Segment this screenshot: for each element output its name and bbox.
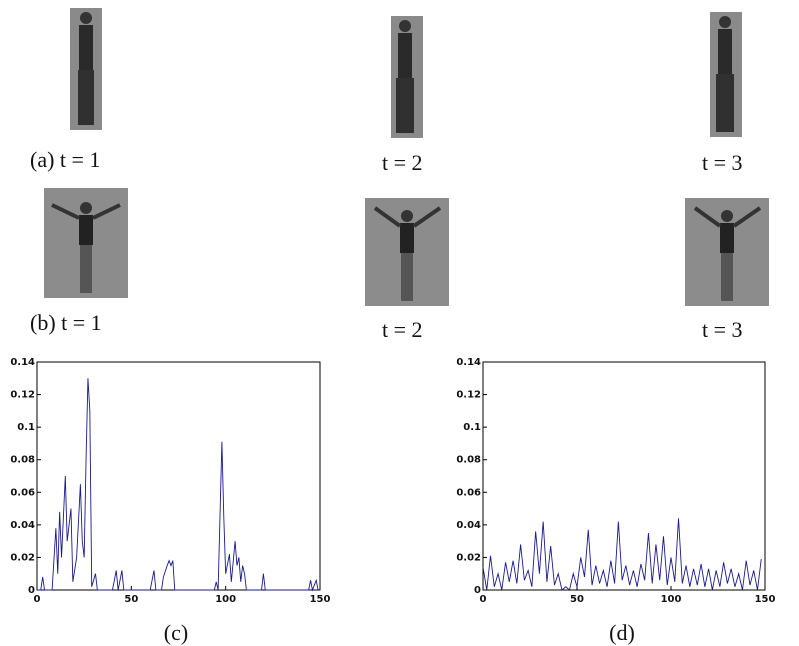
plot-frame — [482, 361, 766, 591]
x-tick-label: 50 — [124, 594, 138, 605]
caption: (d) — [609, 620, 635, 645]
caption: t = 3 — [702, 317, 743, 342]
y-tick-label: 0.08 — [10, 455, 35, 466]
plot-frame — [36, 361, 321, 591]
line — [37, 378, 319, 592]
x-tick-label: 150 — [310, 594, 331, 605]
y-tick-label: 0.12 — [456, 390, 481, 401]
y-tick-label: 0 — [28, 585, 35, 596]
y-tick-label: 0.14 — [456, 357, 481, 368]
caption: t = 2 — [382, 150, 423, 175]
caption: (b) t = 1 — [30, 310, 102, 335]
y-tick-label: 0.08 — [456, 455, 481, 466]
photo-a2 — [391, 16, 423, 138]
x-tick-label: 150 — [755, 594, 776, 605]
photo-a3 — [710, 12, 742, 137]
line — [482, 518, 762, 591]
y-tick-label: 0.12 — [10, 390, 35, 401]
y-tick-label: 0.04 — [456, 520, 481, 531]
x-tick-label: 50 — [570, 594, 584, 605]
x-tick-label: 100 — [661, 594, 682, 605]
y-tick-label: 0.06 — [10, 487, 35, 498]
y-tick-label: 0.14 — [10, 357, 35, 368]
photo-a1 — [70, 8, 102, 130]
y-tick-label: 0.06 — [456, 487, 481, 498]
y-tick-label: 0.04 — [10, 520, 35, 531]
x-tick-label: 100 — [215, 594, 236, 605]
x-tick-label: 0 — [480, 594, 487, 605]
caption: t = 3 — [702, 150, 743, 175]
y-tick-label: 0.1 — [17, 422, 35, 433]
caption: (a) t = 1 — [30, 147, 100, 172]
caption: (c) — [164, 620, 188, 645]
y-tick-label: 0.02 — [456, 552, 481, 563]
caption: t = 2 — [382, 317, 423, 342]
photo-b2 — [365, 198, 449, 306]
photo-b1 — [44, 188, 128, 298]
y-tick-label: 0.02 — [10, 552, 35, 563]
x-tick-label: 0 — [34, 594, 41, 605]
y-tick-label: 0.1 — [463, 422, 481, 433]
photo-b3 — [685, 198, 769, 306]
y-tick-label: 0 — [474, 585, 481, 596]
